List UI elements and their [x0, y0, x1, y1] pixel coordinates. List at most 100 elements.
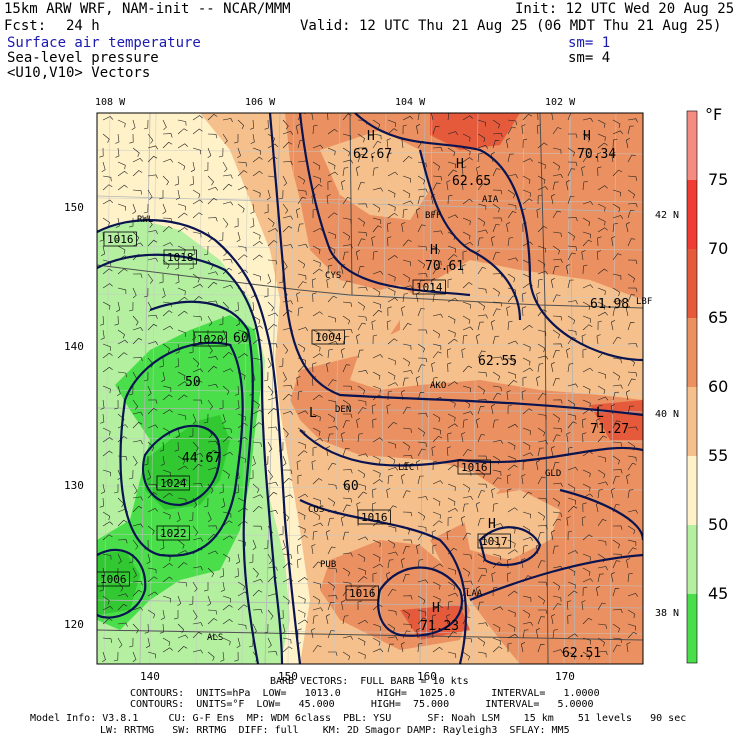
wind-barb	[522, 545, 528, 555]
wind-barb	[627, 322, 635, 331]
wind-barb	[372, 301, 381, 309]
wind-barb	[522, 292, 527, 303]
wind-barb	[595, 586, 600, 597]
longitude-label: 104 W	[395, 97, 426, 108]
wind-barb	[296, 376, 301, 387]
wind-barb	[612, 203, 621, 213]
wind-barb	[207, 315, 213, 327]
wind-barb	[627, 189, 635, 199]
wind-barb	[162, 141, 173, 149]
wind-barb	[297, 223, 304, 233]
wind-barb	[522, 511, 532, 519]
wind-barb	[565, 264, 570, 275]
wind-barb	[237, 623, 247, 630]
wind-barb	[147, 133, 154, 144]
wind-barb	[610, 320, 616, 331]
pressure-label: 1016	[349, 587, 376, 600]
wind-barb	[357, 315, 367, 322]
county-line	[97, 389, 643, 395]
wind-barb	[162, 259, 170, 269]
wind-barb	[177, 287, 186, 296]
wind-barb	[222, 284, 234, 289]
county-line	[97, 485, 643, 491]
wind-barb	[147, 651, 156, 659]
wind-barb	[132, 539, 139, 550]
wind-barb	[234, 385, 240, 396]
wind-barb	[536, 376, 541, 387]
wind-barb	[581, 250, 586, 261]
wind-barb	[477, 455, 488, 460]
wind-barb	[627, 609, 636, 619]
wind-barb	[627, 125, 634, 135]
wind-barb	[115, 147, 120, 158]
wind-barb	[222, 201, 234, 206]
wind-barb	[492, 553, 502, 561]
wind-barb	[342, 197, 352, 205]
wind-barb	[192, 315, 202, 321]
wind-barb	[536, 292, 541, 303]
wind-barb	[162, 576, 173, 583]
wind-barb	[312, 184, 323, 191]
wind-barb	[627, 547, 637, 555]
wind-barb	[207, 147, 212, 159]
wind-barb	[567, 315, 576, 325]
wind-barb	[372, 334, 378, 345]
wind-barb	[566, 432, 571, 443]
wind-barb	[552, 482, 563, 487]
wind-barb	[177, 212, 188, 219]
colorbar-tick: 60	[708, 377, 728, 396]
wind-barb	[340, 348, 345, 359]
wind-barb	[612, 587, 620, 597]
wind-barb	[327, 602, 335, 611]
wind-barb	[252, 506, 263, 513]
wind-barb	[552, 161, 561, 171]
wind-barb	[327, 231, 336, 239]
wind-barb	[567, 466, 579, 471]
wind-barb	[627, 378, 636, 387]
wind-barb	[612, 357, 622, 364]
wind-barb	[522, 158, 534, 163]
wind-barb	[102, 184, 113, 191]
wind-barb	[267, 240, 278, 247]
wind-barb	[477, 217, 486, 227]
wind-barb	[101, 245, 106, 256]
wind-barb	[342, 567, 351, 577]
wind-barb	[192, 581, 198, 592]
wind-barb	[387, 203, 396, 212]
pressure-center-marker: H	[488, 517, 496, 532]
wind-barb	[462, 449, 472, 457]
wind-barb	[162, 478, 173, 485]
wind-barb	[267, 407, 278, 415]
wind-barb	[612, 525, 623, 530]
wind-barb	[522, 306, 527, 317]
wind-barb	[207, 399, 213, 410]
wind-barb	[282, 215, 293, 220]
city-label: CYS	[325, 271, 341, 281]
wind-barb	[522, 324, 533, 331]
wind-barb	[145, 637, 151, 648]
wind-barb	[597, 320, 602, 331]
wind-barb	[462, 365, 473, 373]
wind-barb	[567, 633, 578, 639]
wind-barb	[207, 356, 218, 361]
wind-barb	[267, 312, 279, 317]
wind-barb	[537, 113, 539, 121]
wind-barb	[565, 180, 570, 191]
colorbar-tick: 70	[708, 239, 728, 258]
wind-barb	[582, 301, 591, 310]
wind-barb	[566, 516, 571, 527]
wind-barb	[132, 231, 140, 242]
wind-barb	[117, 245, 126, 254]
wind-barb	[267, 259, 278, 265]
wind-barb	[222, 637, 231, 646]
wind-barb	[114, 315, 119, 326]
wind-barb	[477, 651, 487, 658]
wind-barb	[204, 582, 209, 592]
wind-barb	[263, 539, 269, 550]
wind-barb	[417, 525, 427, 532]
wind-barb	[267, 228, 279, 233]
wind-barb	[372, 455, 381, 464]
wind-barb	[188, 511, 194, 522]
wind-barb	[522, 441, 531, 450]
